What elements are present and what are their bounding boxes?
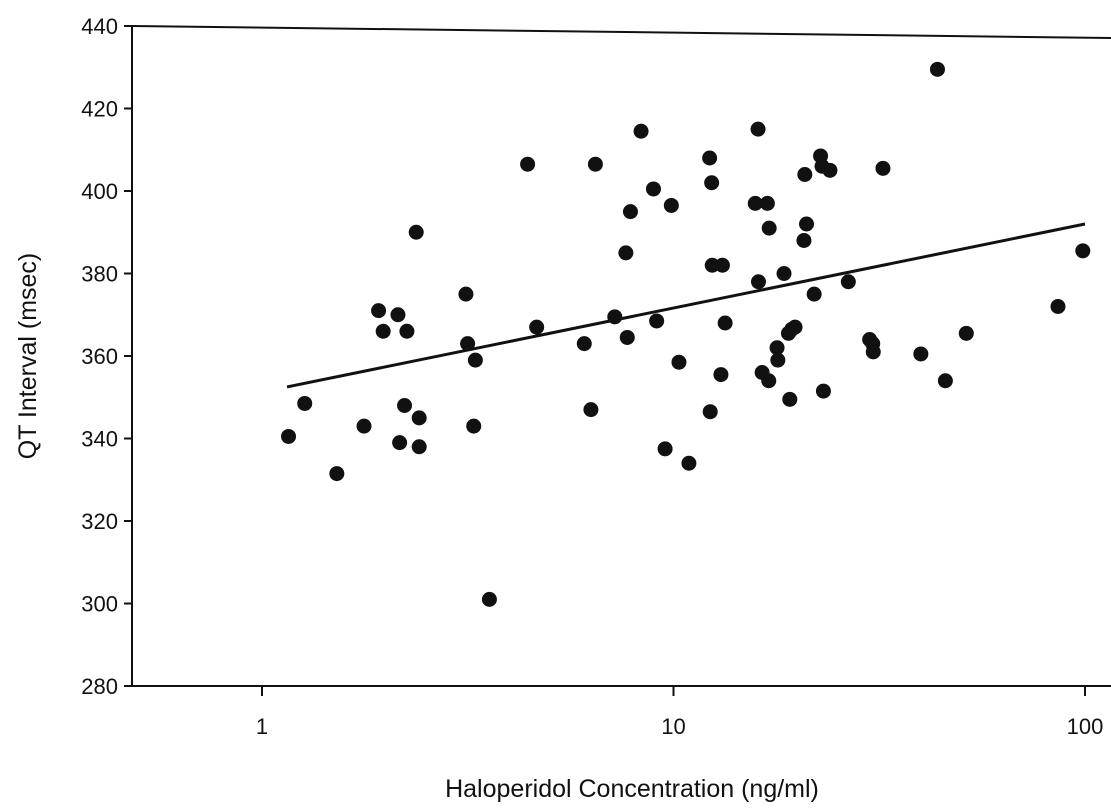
y-tick-label: 380 xyxy=(81,262,118,287)
data-point xyxy=(750,121,766,137)
data-point xyxy=(799,216,815,232)
data-point xyxy=(663,197,679,213)
data-point xyxy=(929,61,945,77)
data-point xyxy=(371,303,387,319)
data-point xyxy=(865,344,881,360)
data-point xyxy=(787,319,803,335)
data-point xyxy=(618,245,634,261)
data-point xyxy=(770,352,786,368)
data-point xyxy=(466,418,482,434)
data-point xyxy=(714,257,730,273)
data-point xyxy=(633,123,649,139)
data-point xyxy=(583,402,599,418)
data-point xyxy=(458,286,474,302)
points-group xyxy=(281,61,1091,607)
y-tick-label: 360 xyxy=(81,344,118,369)
plot-top-border xyxy=(131,25,1111,39)
x-tick-labels: 1 10 100 xyxy=(256,714,1103,739)
data-point xyxy=(702,150,718,166)
data-point xyxy=(356,418,372,434)
data-point xyxy=(622,204,638,220)
data-point xyxy=(460,336,476,352)
data-point xyxy=(481,591,497,607)
data-point xyxy=(467,352,483,368)
data-point xyxy=(937,373,953,389)
data-point xyxy=(520,156,536,172)
data-point xyxy=(392,435,408,451)
data-point xyxy=(806,286,822,302)
data-point xyxy=(657,441,673,457)
y-tick-label: 420 xyxy=(81,97,118,122)
data-point xyxy=(329,466,345,482)
data-point xyxy=(797,167,813,182)
data-point xyxy=(1050,299,1066,314)
data-point xyxy=(408,224,424,240)
data-point xyxy=(619,329,635,345)
data-point xyxy=(776,266,792,281)
data-point xyxy=(281,428,297,444)
y-tick-label: 320 xyxy=(81,509,118,534)
data-point xyxy=(759,195,775,211)
data-point xyxy=(913,346,929,362)
data-point xyxy=(704,175,720,191)
data-point xyxy=(815,383,831,399)
data-point xyxy=(875,160,891,176)
data-point xyxy=(576,336,592,352)
y-tick-label: 300 xyxy=(81,592,118,617)
trendline-group xyxy=(286,222,1086,389)
data-point xyxy=(397,398,413,413)
data-point xyxy=(529,319,545,335)
data-point xyxy=(822,162,838,178)
data-point xyxy=(713,367,729,383)
x-tick-label: 10 xyxy=(661,714,685,739)
y-tick-label: 440 xyxy=(81,14,118,39)
data-point xyxy=(375,323,391,339)
data-point xyxy=(681,455,697,471)
data-point xyxy=(297,395,313,411)
data-point xyxy=(717,315,733,331)
data-point xyxy=(645,181,661,197)
data-point xyxy=(671,354,687,370)
data-point xyxy=(796,233,812,248)
y-tick-labels: 280 300 320 340 360 380 400 420 440 xyxy=(81,14,118,699)
y-tick-label: 400 xyxy=(81,179,118,204)
data-point xyxy=(607,309,623,325)
data-point xyxy=(390,307,406,323)
data-point xyxy=(840,274,856,290)
data-point xyxy=(399,323,415,339)
data-point xyxy=(958,325,974,341)
y-axis-title: QT Interval (msec) xyxy=(14,253,42,460)
data-point xyxy=(747,195,763,211)
data-point xyxy=(761,373,777,389)
data-point xyxy=(411,439,427,455)
x-tick-label: 100 xyxy=(1067,714,1104,739)
data-point xyxy=(702,404,718,420)
data-point xyxy=(782,391,798,407)
trendline xyxy=(286,222,1086,389)
data-point xyxy=(761,220,777,236)
y-tick-label: 280 xyxy=(81,674,118,699)
x-tick-label: 1 xyxy=(256,714,268,739)
data-point xyxy=(1075,243,1091,259)
data-point xyxy=(411,410,427,426)
x-axis-title: Haloperidol Concentration (ng/ml) xyxy=(445,775,819,803)
axes xyxy=(124,25,1111,696)
y-tick-label: 340 xyxy=(81,427,118,452)
data-point xyxy=(750,274,766,290)
data-point xyxy=(649,313,665,329)
data-point xyxy=(769,340,785,356)
data-point xyxy=(587,156,603,172)
